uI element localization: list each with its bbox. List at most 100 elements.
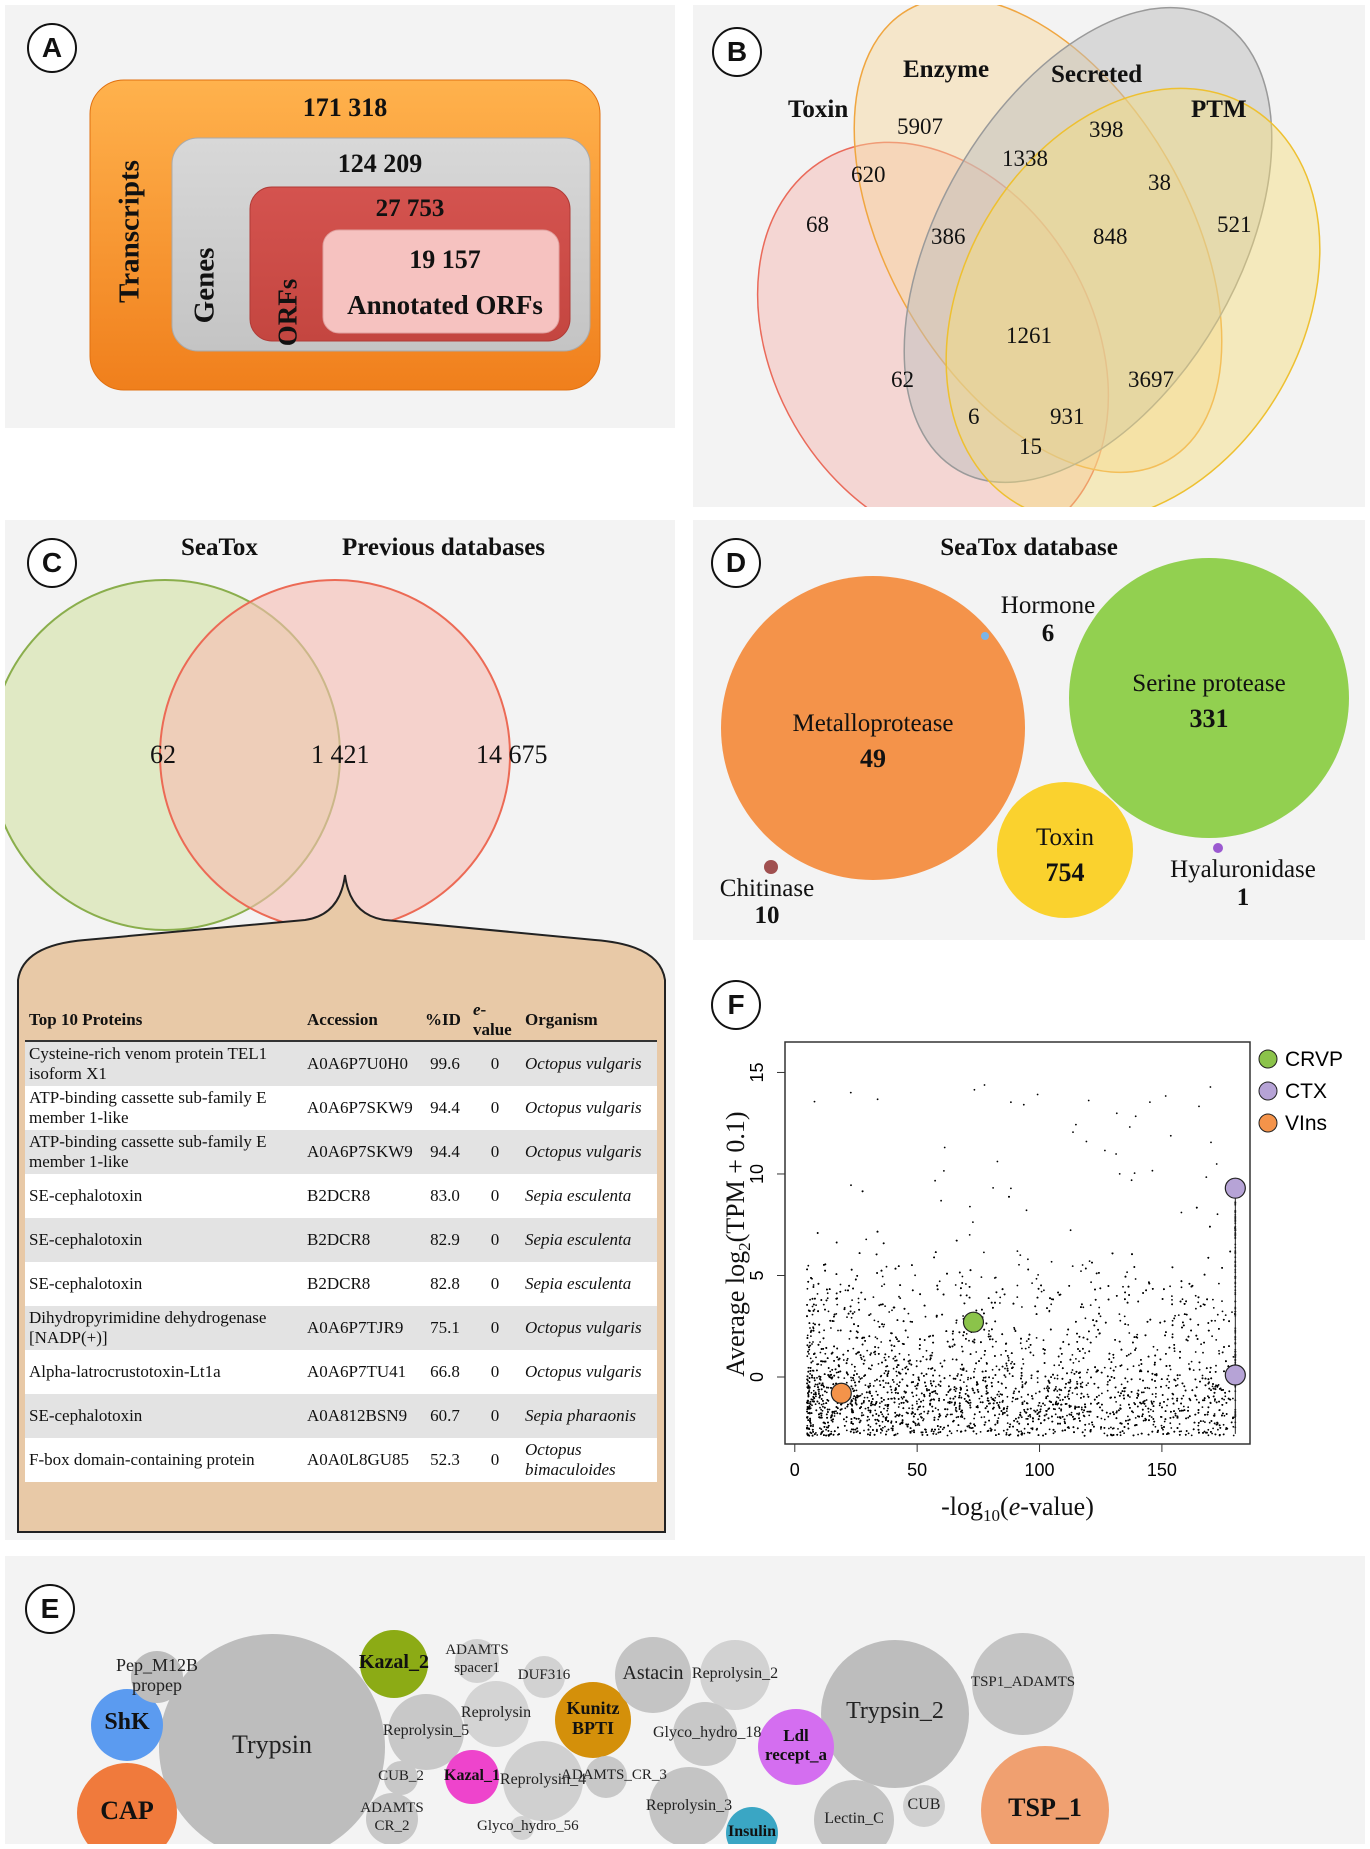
panel-label-b: B: [712, 27, 762, 77]
bubble-label-cub-2: CUB_2: [378, 1768, 424, 1785]
x-axis-label: -log10(e-value): [941, 1492, 1094, 1526]
venn-toxin-only: 68: [806, 212, 829, 237]
y-tick-label: 15: [747, 1062, 767, 1082]
point-crvp: [962, 1311, 985, 1333]
y-tick-label: 10: [747, 1164, 767, 1184]
evalue-cell: 0: [469, 1041, 521, 1086]
bubble-adamts-cr-2: [366, 1793, 418, 1844]
panel-label-e: E: [25, 1584, 75, 1634]
protein-cell: SE-cephalotoxin: [25, 1218, 303, 1262]
serine-protease-label: Serine protease: [1132, 670, 1286, 697]
bubble-duf316: [523, 1656, 565, 1698]
bubble-label-glyco-hydro-18: Glyco_hydro_18: [653, 1723, 762, 1741]
evalue-cell: 0: [469, 1438, 521, 1482]
venn-toxin-ptm: 15: [1019, 434, 1042, 459]
panel-label-a: A: [27, 23, 77, 73]
panel-label-c: C: [27, 538, 77, 588]
accession-cell: A0A6P7SKW9: [303, 1086, 421, 1130]
table-row: Alpha-latrocrustotoxin-Lt1a A0A6P7TU41 66.…: [25, 1350, 657, 1394]
bubble-label-reprolysin-4: Reprolysin_4: [499, 1770, 587, 1788]
bubble-label-trypsin: Trypsin: [232, 1730, 312, 1760]
bubble-label-tsp-1: TSP_1: [1008, 1793, 1082, 1823]
venn-title-toxin: Toxin: [788, 96, 849, 123]
hyaluronidase-label: Hyaluronidase: [1170, 856, 1316, 883]
pid-cell: 82.9: [421, 1218, 469, 1262]
protein-cell: SE-cephalotoxin: [25, 1174, 303, 1218]
venn-toxin-enzyme: 620: [851, 162, 886, 187]
pid-cell: 52.3: [421, 1438, 469, 1482]
header-evalue: e-value: [469, 1000, 521, 1042]
bubble-label-lectin-c: Lectin_C: [824, 1809, 884, 1827]
bubble-label-kunitz-bpti: Kunitz BPTI: [566, 1697, 620, 1739]
highlight-points: [830, 1177, 1246, 1434]
top10-table: Top 10 Proteins Accession %ID e-value Or…: [25, 1000, 657, 1482]
organism-cell: Sepia esculenta: [521, 1218, 657, 1262]
annotated-orfs-label: Annotated ORFs: [347, 290, 543, 320]
background-points: [806, 1084, 1237, 1437]
bubble-kazal-2: [360, 1630, 428, 1698]
seatox-db-title: SeaTox database: [940, 534, 1118, 561]
header-protein: Top 10 Proteins: [25, 1000, 303, 1042]
bubble-label-reprolysin: Reprolysin: [460, 1703, 532, 1721]
panel-c: C SeaTox Previous databases 62 1 421 14 …: [5, 520, 675, 1540]
protein-cell: SE-cephalotoxin: [25, 1262, 303, 1306]
bubble-reprolysin-3: [649, 1767, 729, 1844]
pid-cell: 82.8: [421, 1262, 469, 1306]
pid-cell: 94.4: [421, 1086, 469, 1130]
genes-value: 124 209: [337, 149, 423, 178]
pid-cell: 83.0: [421, 1174, 469, 1218]
evalue-cell: 0: [469, 1218, 521, 1262]
bubble-metalloprotease: [721, 576, 1025, 880]
venn-title-secreted: Secreted: [1051, 61, 1143, 88]
bubble-label-cub: CUB: [907, 1795, 941, 1813]
evalue-cell: 0: [469, 1262, 521, 1306]
metalloprotease-label: Metalloprotease: [792, 710, 954, 737]
accession-cell: A0A6P7U0H0: [303, 1041, 421, 1086]
panel-b: B Toxin Enzyme Secreted PTM 68 5907 398 …: [693, 5, 1365, 507]
bubble-tsp-1: [981, 1746, 1109, 1844]
legend-label-crvp: CRVP: [1285, 1048, 1343, 1071]
bubble-ldl-recept-a: [758, 1709, 834, 1785]
panel-label-f: F: [711, 980, 761, 1030]
pid-cell: 99.6: [421, 1041, 469, 1086]
bubble-glyco-hydro-18: [673, 1702, 737, 1766]
table-row: F-box domain-containing protein A0A0L8GU8…: [25, 1438, 657, 1482]
protein-cell: Dihydropyrimidine dehydrogenase [NADP(+)…: [25, 1306, 303, 1350]
venn-enzyme-ptm: 3697: [1128, 367, 1174, 392]
evalue-cell: 0: [469, 1174, 521, 1218]
venn-toxin-secreted-ptm: 6: [968, 404, 980, 429]
protein-cell: Alpha-latrocrustotoxin-Lt1a: [25, 1350, 303, 1394]
bubble-reprolysin-2: [700, 1640, 770, 1710]
evalue-cell: 0: [469, 1086, 521, 1130]
venn-toxin-enzyme-secreted: 386: [931, 224, 966, 249]
table-row: Dihydropyrimidine dehydrogenase [NADP(+)…: [25, 1306, 657, 1350]
venn-all-four: 1261: [1006, 323, 1052, 348]
header-organism: Organism: [521, 1000, 657, 1042]
organism-cell: Sepia pharaonis: [521, 1394, 657, 1438]
chitinase-value: 10: [754, 902, 780, 929]
evalue-cell: 0: [469, 1350, 521, 1394]
organism-cell: Octopus vulgaris: [521, 1306, 657, 1350]
point-ctx: [1224, 1177, 1246, 1199]
bubble-label-duf316: DUF316: [517, 1667, 571, 1684]
bubble-astacin: [615, 1637, 691, 1713]
organism-cell: Octopus vulgaris: [521, 1130, 657, 1174]
organism-cell: Sepia esculenta: [521, 1262, 657, 1306]
annotated-orfs-box: [322, 229, 560, 334]
pid-cell: 94.4: [421, 1130, 469, 1174]
venn-ptm-only: 521: [1217, 212, 1252, 237]
bubble-label-adamts-cr-3: ADAMTS_CR_3: [561, 1767, 667, 1784]
venn-toxin-enzyme-ptm: 931: [1050, 404, 1085, 429]
legend-marker-vins: [1258, 1113, 1278, 1133]
protein-cell: SE-cephalotoxin: [25, 1394, 303, 1438]
bubble-label-cap: CAP: [100, 1796, 154, 1826]
x-tick-label: 150: [1147, 1460, 1177, 1480]
orfs-label: ORFs: [272, 278, 303, 347]
bubble-label-adamts-cr-2: ADAMTS CR_2: [360, 1800, 424, 1834]
bubble-label-reprolysin-5: Reprolysin_5: [382, 1721, 470, 1739]
header-pid: %ID: [421, 1000, 469, 1042]
seatox-only-count: 62: [150, 740, 176, 769]
bubble-label-glyco-hydro-56: Glyco_hydro_56: [477, 1818, 579, 1835]
toxin-value: 754: [1045, 858, 1085, 887]
bubble-kunitz-bpti: [555, 1682, 631, 1758]
